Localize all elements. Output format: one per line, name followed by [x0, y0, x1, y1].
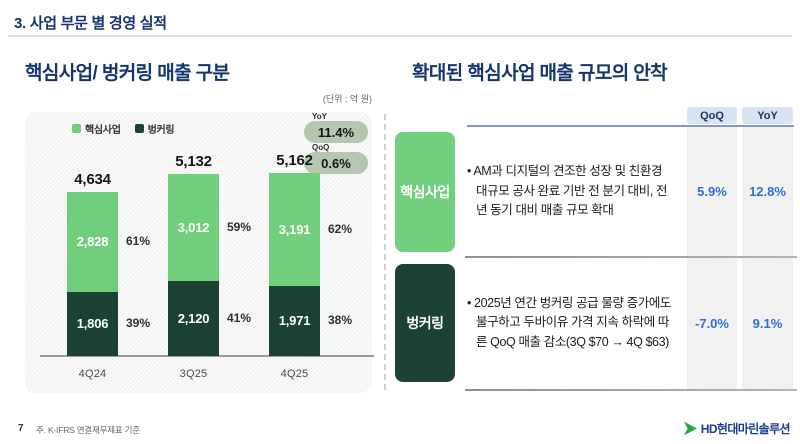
logo-text: HD현대마린솔루션 [700, 422, 791, 436]
x-axis-tick: 4Q24 [78, 368, 107, 380]
x-axis-tick: 4Q25 [280, 368, 309, 380]
bunkering-segment [168, 281, 219, 356]
row-description-bunkering-text: • 2025년 연간 벙커링 공급 물량 증가에도 불구하고 두바이유 가격 지… [467, 295, 672, 349]
page-number: 7 [18, 423, 24, 434]
bunkering-share-label: 39% [126, 316, 151, 330]
core-value-label: 3,012 [177, 219, 210, 235]
chart-legend: 핵심사업 벙커링 [72, 121, 175, 136]
row-label-bunkering: 벙커링 [395, 264, 455, 382]
row-separator-1 [465, 256, 797, 258]
yoy-badge-value: 11.4% [304, 121, 368, 143]
total-label: 5,132 [175, 153, 212, 170]
company-logo: HD현대마린솔루션 [683, 420, 791, 437]
core-segment [168, 174, 219, 281]
core-segment [67, 192, 118, 292]
qoq-column-header: QoQ [687, 107, 737, 124]
row-separator-2 [465, 389, 797, 391]
table-header-rule [467, 125, 794, 127]
core-share-label: 62% [328, 221, 353, 236]
core-segment [269, 173, 320, 286]
unit-label: (단위 : 억 원) [322, 94, 372, 104]
row-label-core-business: 핵심사업 [395, 132, 455, 252]
yoy-column-stripe [742, 127, 793, 390]
revenue-stacked-bar-chart: 핵심사업 벙커링 YoY 11.4% QoQ 0.6% 1,806 2,828 39… [25, 112, 374, 393]
qoq-badge: QoQ 0.6% [304, 143, 368, 177]
x-axis-tick: 3Q25 [179, 368, 208, 380]
total-label: 5,162 [276, 152, 313, 169]
bunkering-value-label: 1,806 [76, 316, 109, 331]
bunkering-share-label: 38% [328, 313, 353, 327]
core-qoq-value: 5.9% [697, 184, 727, 199]
legend-swatch-bunkering [134, 124, 144, 133]
logo-chevron-icon [683, 421, 697, 436]
qoq-column-stripe [687, 127, 737, 390]
right-section-title: 확대된 핵심사업 매출 규모의 안착 [412, 63, 668, 84]
qoq-badge-label: QoQ [312, 143, 330, 152]
core-share-label: 61% [126, 234, 151, 248]
legend-swatch-core [72, 124, 81, 133]
section-divider [384, 114, 386, 390]
row-description-core-text: • AM과 디지털의 견조한 성장 및 친환경 대규모 공사 완료 기반 전 분… [467, 164, 668, 218]
core-share-label: 59% [227, 219, 252, 234]
bunkering-value-label: 2,120 [177, 310, 210, 326]
bunkering-segment [67, 292, 118, 356]
total-label: 4,634 [74, 171, 111, 188]
bunkering-yoy-value: 9.1% [752, 315, 783, 331]
legend-item-core: 핵심사업 [72, 121, 121, 136]
page-title: 3. 사업 부문 별 경영 실적 [14, 15, 167, 32]
footnote: 주. K-IFRS 연결재무제표 기준 [36, 425, 140, 435]
bunkering-qoq-value: -7.0% [695, 315, 729, 331]
bunkering-segment [269, 286, 320, 356]
yoy-badge: YoY 11.4% [304, 112, 368, 146]
legend-item-bunkering: 벙커링 [134, 121, 175, 136]
x-axis-line [40, 355, 374, 357]
bunkering-share-label: 41% [227, 310, 252, 325]
bunkering-value-label: 1,971 [278, 313, 311, 328]
core-yoy-value: 12.8% [749, 184, 786, 199]
core-value-label: 2,828 [76, 234, 109, 249]
header-divider [8, 35, 792, 37]
legend-label-bunkering: 벙커링 [147, 125, 175, 136]
left-section-title: 핵심사업/ 벙커링 매출 구분 [25, 63, 230, 84]
qoq-badge-value: 0.6% [304, 152, 368, 174]
legend-label-core: 핵심사업 [85, 125, 121, 136]
yoy-column-header: YoY [742, 107, 793, 124]
row-description-core-business: • AM과 디지털의 견조한 성장 및 친환경 대규모 공사 완료 기반 전 분… [467, 127, 675, 256]
core-value-label: 3,191 [278, 221, 311, 237]
yoy-badge-label: YoY [312, 112, 327, 121]
row-description-bunkering: • 2025년 연간 벙커링 공급 물량 증가에도 불구하고 두바이유 가격 지… [467, 257, 675, 389]
